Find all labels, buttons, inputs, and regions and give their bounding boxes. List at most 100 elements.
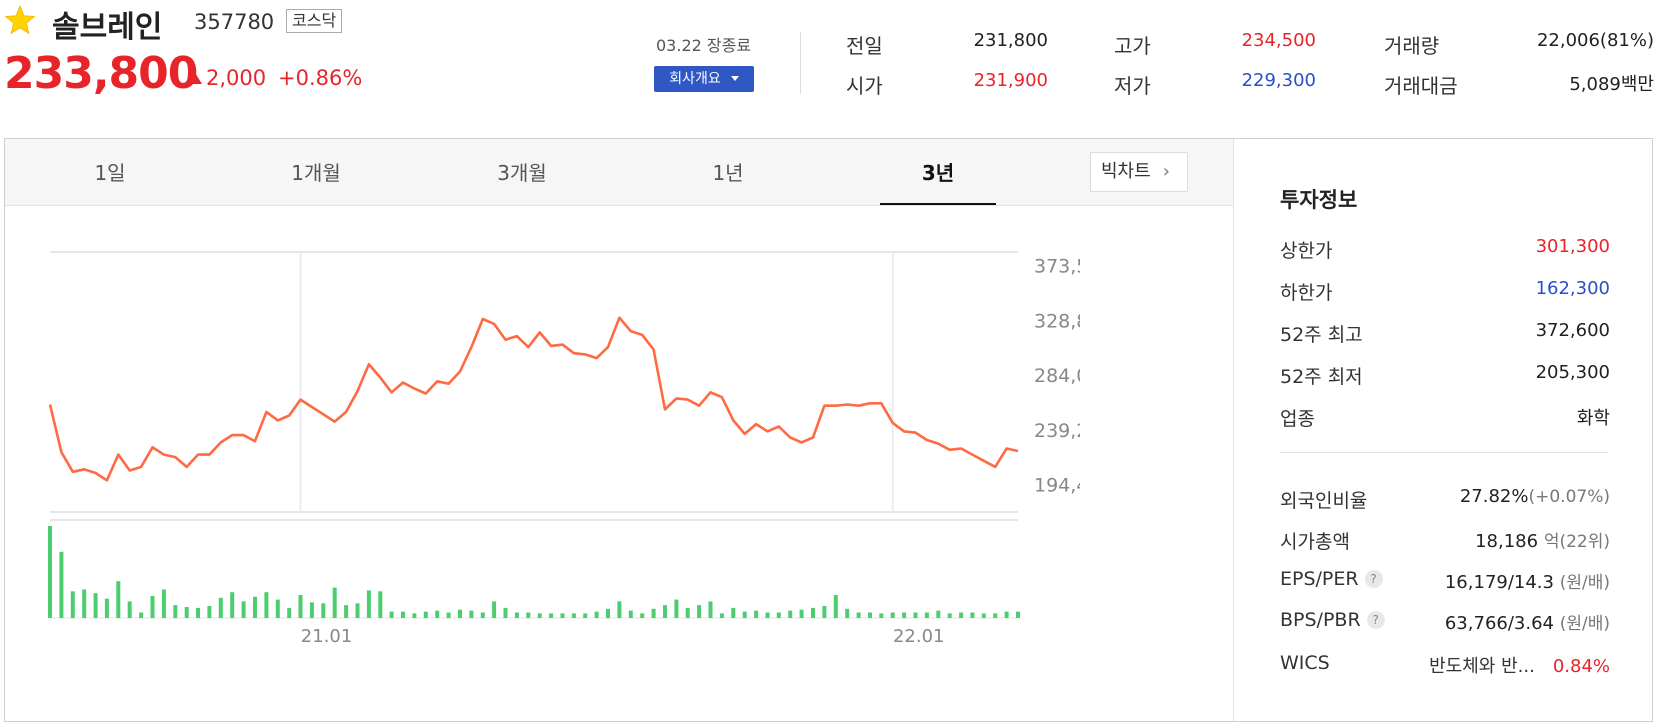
volume-bar [537, 613, 542, 618]
tab-1m[interactable]: 1개월 [291, 161, 341, 185]
y-tick-label: 239,246 [1034, 420, 1080, 442]
wics-label: WICS [1280, 652, 1330, 674]
volume-bar [401, 611, 405, 618]
volume-bar [344, 605, 349, 618]
price-change-percent: +0.86% [278, 66, 363, 90]
wics-sector[interactable]: 반도체와 반... [1429, 656, 1535, 677]
big-chart-button[interactable]: 빅차트 › [1090, 152, 1188, 192]
volume-bar [173, 605, 178, 618]
y-tick-label: 373,590 [1034, 256, 1080, 278]
volume-bar [571, 613, 576, 618]
info-panel-divider [1233, 139, 1234, 721]
foreign-ratio-value: 27.82%(+0.07%) [1460, 486, 1610, 507]
tab-1y[interactable]: 1년 [712, 161, 744, 185]
bps-pbr-unit: (원/배) [1559, 614, 1610, 634]
help-icon[interactable]: ? [1366, 611, 1385, 629]
volume-bar [708, 601, 713, 618]
tab-1d[interactable]: 1일 [94, 161, 126, 185]
volume-bar [594, 611, 599, 618]
stock-name: 솔브레인 [52, 10, 163, 45]
info-value: 162,300 [1535, 278, 1610, 299]
volume-bar [355, 603, 360, 618]
company-overview-button[interactable]: 회사개요 [654, 66, 754, 92]
volume-bar [275, 599, 280, 618]
volume-bar [480, 612, 485, 618]
volume-bar [719, 613, 724, 618]
volume-bar [799, 609, 804, 618]
info-value: 화학 [1576, 408, 1610, 429]
info-label: 52주 최저 [1280, 366, 1363, 388]
volume-bar [640, 613, 645, 618]
volume-bar [104, 598, 109, 618]
stat-volume-value: 22,006(81%) [1536, 30, 1654, 51]
stat-amount-value: 5,089백만 [1569, 74, 1654, 95]
volume-bar [993, 613, 998, 618]
volume-bar [833, 595, 838, 618]
volume-bar [970, 612, 975, 618]
y-tick-label: 328,809 [1034, 310, 1080, 332]
volume-bar [685, 607, 690, 618]
stat-high-label: 고가 [1114, 34, 1151, 58]
bps-pbr-value: 63,766/3.64 (원/배) [1445, 609, 1610, 634]
volume-bar [731, 607, 736, 618]
info-label: 하한가 [1280, 282, 1333, 304]
info-value: 301,300 [1535, 236, 1610, 257]
volume-bar [70, 591, 75, 618]
volume-bar [241, 601, 246, 618]
active-tab-indicator [880, 203, 996, 205]
big-chart-label: 빅차트 [1101, 161, 1151, 182]
favorite-star-icon[interactable] [4, 4, 36, 36]
header-divider [800, 32, 801, 94]
volume-bar [776, 612, 781, 618]
price-change: 2,000 [186, 66, 266, 90]
volume-bar [514, 612, 519, 618]
volume-bar [48, 526, 52, 618]
eps-per-text: EPS/PER [1280, 568, 1359, 590]
volume-bar [856, 612, 861, 618]
info-value: 372,600 [1535, 320, 1610, 341]
price-line [48, 316, 1019, 482]
volume-bar [298, 595, 303, 618]
bps-pbr-text: BPS/PBR [1280, 609, 1361, 631]
volume-bar [184, 607, 189, 618]
volume-bar [264, 592, 269, 618]
tab-3m[interactable]: 3개월 [497, 161, 547, 185]
volume-bar [959, 612, 964, 618]
volume-bar [196, 607, 200, 618]
y-tick-label: 284,028 [1034, 365, 1080, 387]
foreign-ratio-change: (+0.07%) [1528, 487, 1610, 507]
bps-pbr-number: 63,766/3.64 [1444, 613, 1554, 634]
volume-bar [560, 613, 565, 618]
volume-bar [287, 607, 292, 618]
info-divider [1280, 452, 1608, 453]
volume-bar [253, 596, 257, 618]
eps-per-number: 16,179/14.3 [1444, 572, 1554, 593]
volume-bar [435, 610, 440, 618]
volume-bar [1004, 611, 1009, 618]
volume-bar [116, 581, 121, 618]
volume-bar [606, 608, 610, 618]
x-tick-label: 22.01 [893, 626, 945, 647]
volume-bar [139, 612, 144, 618]
x-tick-label: 21.01 [301, 626, 353, 647]
volume-bar [890, 612, 895, 618]
stat-prev-label: 전일 [846, 34, 883, 58]
stat-low-value: 229,300 [1241, 70, 1316, 91]
volume-bar [423, 611, 428, 618]
volume-bar [82, 589, 87, 618]
caret-down-icon [730, 76, 739, 81]
volume-bar [868, 612, 872, 618]
help-icon[interactable]: ? [1364, 570, 1383, 588]
info-label: 상한가 [1280, 240, 1333, 262]
foreign-ratio-label: 외국인비율 [1280, 490, 1368, 512]
stat-high-value: 234,500 [1241, 30, 1316, 51]
volume-bar [628, 610, 633, 618]
tab-3y[interactable]: 3년 [921, 161, 955, 185]
volume-bar [879, 613, 884, 618]
volume-bar [127, 601, 132, 618]
volume-bar [936, 610, 941, 618]
volume-bar [93, 593, 98, 618]
stat-open-value: 231,900 [973, 70, 1048, 91]
eps-per-value: 16,179/14.3 (원/배) [1445, 568, 1610, 593]
wics-value: 반도체와 반... 0.84% [1429, 652, 1610, 678]
